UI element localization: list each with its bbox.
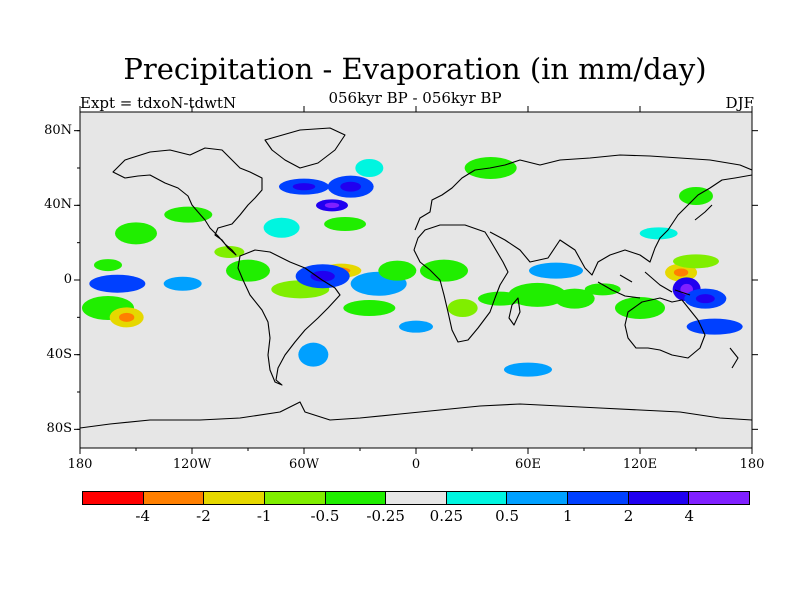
field-region bbox=[399, 320, 433, 333]
field-region-core bbox=[119, 312, 135, 322]
coast-japan bbox=[694, 204, 713, 221]
field-region-core bbox=[292, 183, 316, 191]
field-region-core bbox=[104, 279, 130, 288]
colorbar-swatch bbox=[628, 492, 690, 504]
field-region bbox=[639, 227, 678, 240]
colorbar bbox=[82, 491, 750, 505]
field-region bbox=[214, 246, 245, 258]
y-tick-label: 80N bbox=[44, 122, 72, 138]
coast-europe bbox=[414, 154, 752, 231]
coast-south-america bbox=[237, 249, 341, 386]
coastlines bbox=[80, 127, 752, 429]
field-region bbox=[164, 206, 213, 223]
field-region bbox=[343, 300, 396, 316]
field-region-core bbox=[695, 294, 715, 304]
colorbar-swatch bbox=[204, 492, 265, 504]
colorbar-label: -2 bbox=[196, 507, 211, 525]
field-region bbox=[94, 259, 122, 272]
field-region bbox=[504, 362, 552, 377]
colorbar-label: 0.25 bbox=[429, 507, 464, 525]
field-region-core bbox=[673, 268, 689, 277]
field-region bbox=[263, 217, 300, 238]
field-region bbox=[508, 282, 567, 307]
x-tick-label: 60E bbox=[514, 457, 542, 472]
x-tick-label: 120E bbox=[622, 457, 658, 472]
colorbar-swatch bbox=[568, 492, 629, 504]
colorbar-swatch bbox=[143, 492, 205, 504]
colorbar-label: 1 bbox=[563, 507, 573, 525]
season-label: DJF bbox=[725, 94, 754, 112]
y-tick-label: 40S bbox=[46, 346, 72, 362]
coast-madagascar bbox=[508, 297, 521, 326]
colorbar-label: -0.5 bbox=[310, 507, 340, 525]
coast-asia bbox=[489, 174, 752, 276]
field-region bbox=[163, 276, 202, 291]
field-region-core bbox=[702, 323, 728, 331]
colorbar-label: 2 bbox=[623, 507, 634, 525]
coast-africa-europe bbox=[413, 224, 509, 343]
coast-greenland bbox=[264, 127, 346, 169]
field-region bbox=[115, 222, 157, 245]
coast-new-zealand bbox=[729, 347, 739, 369]
field-region bbox=[673, 254, 719, 269]
field-layer bbox=[82, 157, 743, 377]
field-region bbox=[615, 297, 665, 319]
colorbar-swatch bbox=[264, 492, 326, 504]
colorbar-label: 4 bbox=[684, 507, 695, 525]
experiment-label: Expt = tdxoN-tdwtN bbox=[80, 94, 237, 112]
x-tick-label: 180 bbox=[67, 457, 93, 472]
field-region-core bbox=[324, 202, 340, 209]
x-tick-label: 120W bbox=[172, 457, 212, 472]
field-region bbox=[355, 159, 384, 177]
axis-ticks bbox=[74, 106, 758, 454]
field-region bbox=[447, 299, 478, 317]
field-region bbox=[529, 262, 583, 279]
field-region-core bbox=[340, 181, 362, 192]
field-region bbox=[420, 259, 468, 282]
chart-subtitle: 056kyr BP - 056kyr BP bbox=[328, 89, 502, 107]
colorbar-label: -4 bbox=[135, 507, 151, 525]
x-tick-label: 0 bbox=[411, 457, 421, 472]
y-tick-label: 80S bbox=[46, 421, 72, 437]
colorbar-swatch bbox=[689, 492, 750, 504]
colorbar-label: 0.5 bbox=[495, 507, 519, 525]
field-region bbox=[584, 283, 621, 296]
x-tick-label: 60W bbox=[289, 457, 319, 472]
y-tick-label: 40N bbox=[44, 197, 72, 213]
field-region bbox=[298, 342, 329, 367]
coast-antarctica bbox=[80, 401, 752, 429]
colorbar-swatch bbox=[386, 492, 447, 504]
coast-australia bbox=[624, 297, 706, 359]
field-region bbox=[324, 217, 367, 231]
colorbar-swatch bbox=[325, 492, 387, 504]
field-region bbox=[554, 288, 595, 309]
y-tick-label: 0 bbox=[63, 272, 72, 287]
coast-north-america bbox=[112, 147, 263, 256]
field-region-core bbox=[310, 270, 335, 282]
colorbar-label: -1 bbox=[256, 507, 272, 525]
colorbar-swatch bbox=[83, 492, 144, 504]
chart-title: Precipitation - Evaporation (in mm/day) bbox=[123, 52, 707, 86]
field-region bbox=[226, 259, 270, 282]
field-region bbox=[378, 260, 417, 281]
coast-indonesia bbox=[597, 271, 691, 299]
colorbar-swatch bbox=[507, 492, 569, 504]
colorbar-label: -0.25 bbox=[366, 507, 405, 525]
x-tick-label: 180 bbox=[739, 457, 765, 472]
colorbar-swatch bbox=[446, 492, 508, 504]
